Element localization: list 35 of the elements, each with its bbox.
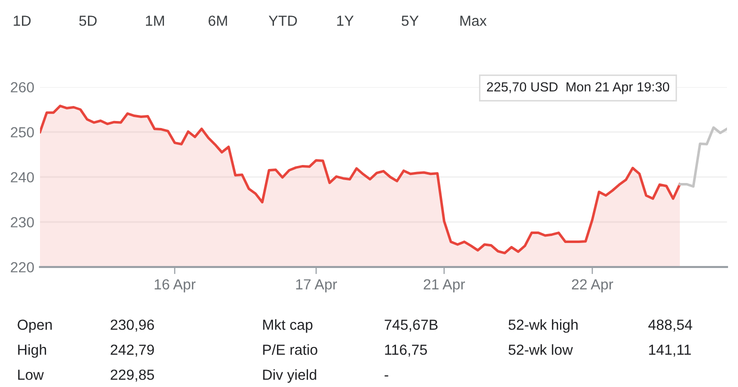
text: 116,75 — [385, 344, 427, 357]
text: High — [18, 344, 46, 358]
text: 1Y — [337, 16, 354, 26]
y-tick-label: 220 — [10, 262, 34, 272]
text: 242,79 — [110, 344, 154, 357]
text: 1M — [146, 16, 164, 26]
text: 6M — [208, 16, 227, 26]
text: Open — [18, 320, 52, 333]
text: 5Y — [402, 16, 419, 26]
y-tick-label: 240 — [10, 172, 34, 182]
text: 229,85 — [110, 370, 154, 382]
text: 52-wk low — [508, 344, 573, 355]
x-tick-label: 22 Apr — [572, 279, 614, 292]
x-tick-label: 17 Apr — [296, 279, 337, 292]
text: P/E ratio — [263, 344, 318, 355]
text: YTD — [268, 16, 297, 26]
text: Mkt cap — [263, 319, 312, 333]
x-tick-label: 16 Apr — [154, 279, 196, 292]
text: - — [384, 375, 388, 376]
x-tick-label: 21 Apr — [424, 279, 465, 292]
text: Div yield — [263, 369, 316, 383]
text: 5D — [79, 16, 97, 26]
y-tick-label: 230 — [10, 217, 34, 228]
text: 230,96 — [110, 320, 154, 332]
text: 488,54 — [648, 320, 692, 332]
annotation: 225,70 USD Mon 21 Apr 19:30 — [486, 82, 670, 94]
text: Max — [460, 16, 487, 26]
text: Low — [18, 370, 44, 380]
y-tick-label: 260 — [10, 82, 34, 92]
y-tick-label: 250 — [10, 127, 34, 138]
text: 1D — [14, 16, 31, 26]
line-series — [678, 126, 727, 188]
text: 52-wk high — [508, 319, 578, 333]
text: 141,11 — [649, 344, 691, 357]
text: 745,67B — [384, 320, 438, 332]
